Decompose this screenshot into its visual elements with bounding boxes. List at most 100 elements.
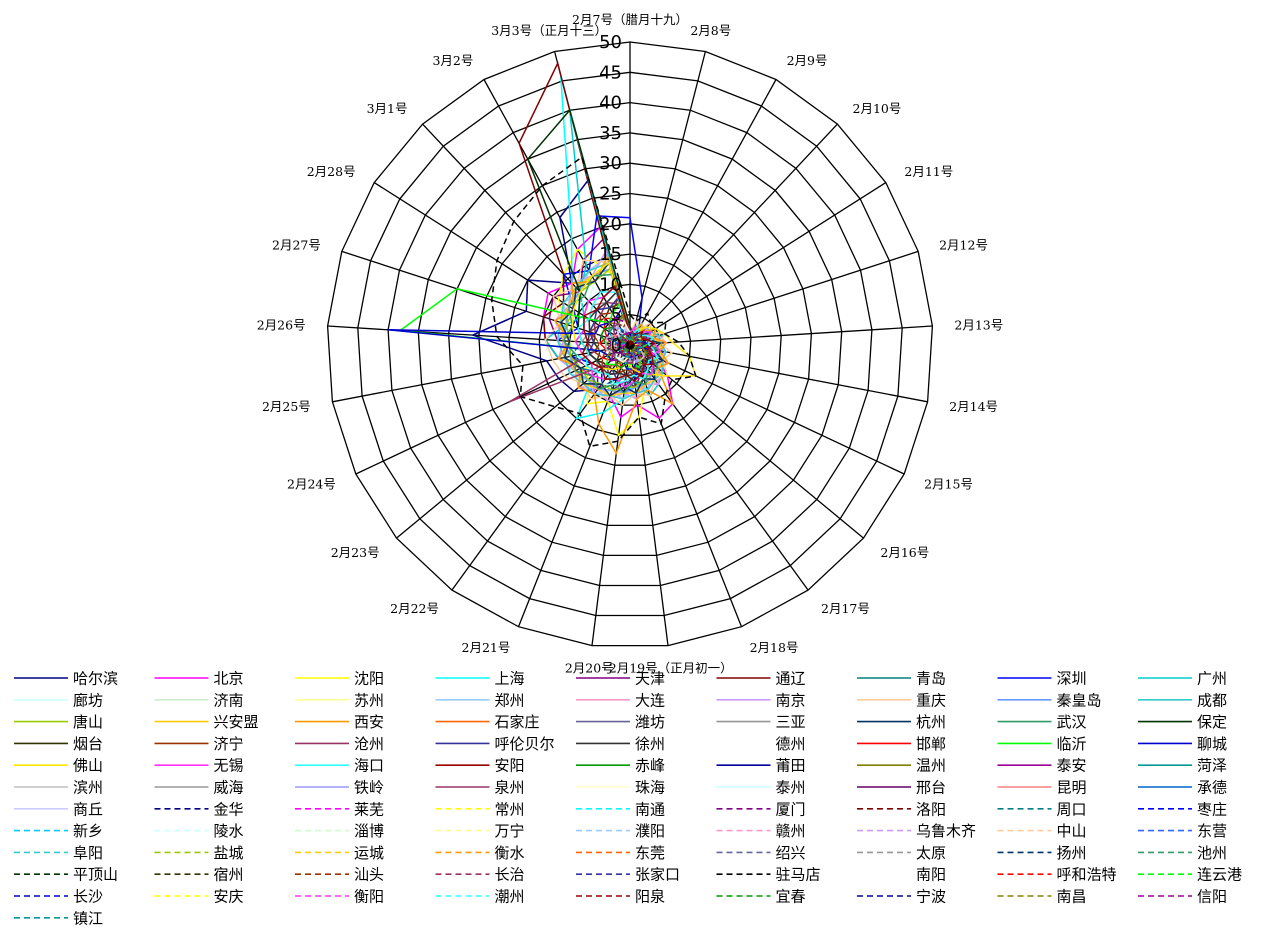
grid-ring <box>417 132 843 557</box>
axis-category-label: 2月11号 <box>904 164 953 179</box>
axis-category-label: 2月24号 <box>287 476 336 491</box>
legend-label: 阳泉 <box>635 888 665 906</box>
legend-label: 哈尔滨 <box>73 670 118 688</box>
ring-tick-label: 45 <box>599 62 622 83</box>
legend-label: 运城 <box>354 844 384 862</box>
grid-spoke <box>355 344 631 475</box>
legend-label: 呼和浩特 <box>1057 866 1117 884</box>
legend-label: 南阳 <box>916 866 946 884</box>
legend-label: 南通 <box>635 800 665 818</box>
legend-label: 珠海 <box>635 779 665 797</box>
legend-label: 北京 <box>214 670 244 688</box>
legend-label: 安庆 <box>214 888 244 906</box>
ring-tick-label: 30 <box>599 153 622 174</box>
legend-label: 镇江 <box>73 909 103 927</box>
legend-label: 衡水 <box>495 844 525 862</box>
radar-series <box>388 61 697 455</box>
grid-ring <box>508 223 752 466</box>
legend-label: 万宁 <box>495 822 525 840</box>
axis-category-label: 2月21号 <box>462 640 511 655</box>
legend-label: 邢台 <box>916 779 946 797</box>
axis-labels: 2月7号（腊月十九）2月8号 2月9号 2月10号 2月11号 2月12号 2月13号 2月… <box>257 12 1004 675</box>
legend-label: 盐城 <box>214 844 244 862</box>
legend-label: 广州 <box>1197 670 1227 688</box>
legend-label: 汕头 <box>354 866 384 884</box>
legend-label: 天津 <box>635 670 665 688</box>
axis-category-label: 3月3号（正月十三） <box>491 23 607 38</box>
legend-label: 洛阳 <box>916 800 946 818</box>
legend-label: 南京 <box>776 691 806 709</box>
legend-label: 菏泽 <box>1197 757 1227 775</box>
axis-category-label: 3月2号 <box>432 53 473 68</box>
axis-category-label: 2月13号 <box>954 318 1003 333</box>
legend-label: 邯郸 <box>916 735 946 753</box>
legend-label: 商丘 <box>73 800 103 818</box>
legend-label: 信阳 <box>1197 888 1227 906</box>
legend-label: 安阳 <box>495 757 525 775</box>
legend-label: 成都 <box>1197 691 1227 709</box>
legend-label: 沧州 <box>354 735 384 753</box>
legend-label: 泰安 <box>1057 757 1087 775</box>
legend-label: 宜春 <box>776 888 806 906</box>
legend-label: 济南 <box>214 691 244 709</box>
legend-label: 平顶山 <box>73 866 118 884</box>
grid-ring <box>326 41 934 647</box>
legend-label: 阜阳 <box>73 844 103 862</box>
ring-tick-label: 40 <box>599 93 622 114</box>
legend-label: 济宁 <box>214 735 244 753</box>
legend-label: 铁岭 <box>354 779 384 797</box>
legend-label: 承德 <box>1197 779 1227 797</box>
axis-category-label: 2月20号 <box>565 660 614 675</box>
legend-label: 青岛 <box>916 670 946 688</box>
legend-label: 莆田 <box>776 757 806 775</box>
legend-label: 宁波 <box>916 888 946 906</box>
legend-label: 绍兴 <box>776 844 806 862</box>
legend-label: 潍坊 <box>635 713 665 731</box>
legend-label: 乌鲁木齐 <box>916 822 976 840</box>
legend-label: 海口 <box>354 757 384 775</box>
grid-spoke <box>629 79 777 346</box>
axis-category-label: 3月1号 <box>367 101 408 116</box>
legend-label: 三亚 <box>776 713 806 731</box>
legend-label: 上海 <box>495 670 525 688</box>
legend-label: 赣州 <box>776 822 806 840</box>
legend-label: 无锡 <box>214 757 244 775</box>
grid-spoke <box>451 344 631 591</box>
legend-label: 聊城 <box>1197 735 1227 753</box>
legend-label: 扬州 <box>1057 844 1087 862</box>
series-line <box>490 155 697 448</box>
grid-ring <box>357 71 903 617</box>
grid-spoke <box>629 344 905 475</box>
axis-category-label: 2月12号 <box>939 238 988 253</box>
grid-ring <box>538 253 722 436</box>
ring-tick-label: 5 <box>611 305 622 326</box>
grid-spoke <box>629 182 887 346</box>
ring-tick-label: 0 <box>611 335 622 356</box>
legend-label: 保定 <box>1197 713 1227 731</box>
grid-spoke <box>629 325 933 346</box>
legend-label: 常州 <box>495 800 525 818</box>
grid-spoke <box>629 123 838 346</box>
series-line <box>560 261 664 397</box>
legend-label: 太原 <box>916 844 946 862</box>
legend-label: 重庆 <box>916 691 946 709</box>
grid-spoke <box>396 344 631 539</box>
legend-label: 中山 <box>1057 822 1087 840</box>
ring-tick-label: 25 <box>599 184 622 205</box>
legend-label: 深圳 <box>1057 670 1087 688</box>
legend-label: 滨州 <box>73 779 103 797</box>
ring-labels: 0 5 10 15 20 25 30 35 40 45 50 <box>599 32 622 356</box>
ring-tick-label: 20 <box>599 214 622 235</box>
grid-spoke <box>327 325 631 346</box>
legend-label: 秦皇岛 <box>1057 691 1102 709</box>
grid-ring <box>447 162 813 527</box>
legend-label: 赤峰 <box>635 757 665 775</box>
series-line <box>617 333 643 357</box>
ring-tick-label: 15 <box>599 244 622 265</box>
axis-category-label: 2月8号 <box>690 23 731 38</box>
legend-label: 周口 <box>1057 800 1087 818</box>
legend-label: 新乡 <box>73 822 103 840</box>
legend-label: 连云港 <box>1197 866 1242 884</box>
grid-spoke <box>422 123 631 346</box>
